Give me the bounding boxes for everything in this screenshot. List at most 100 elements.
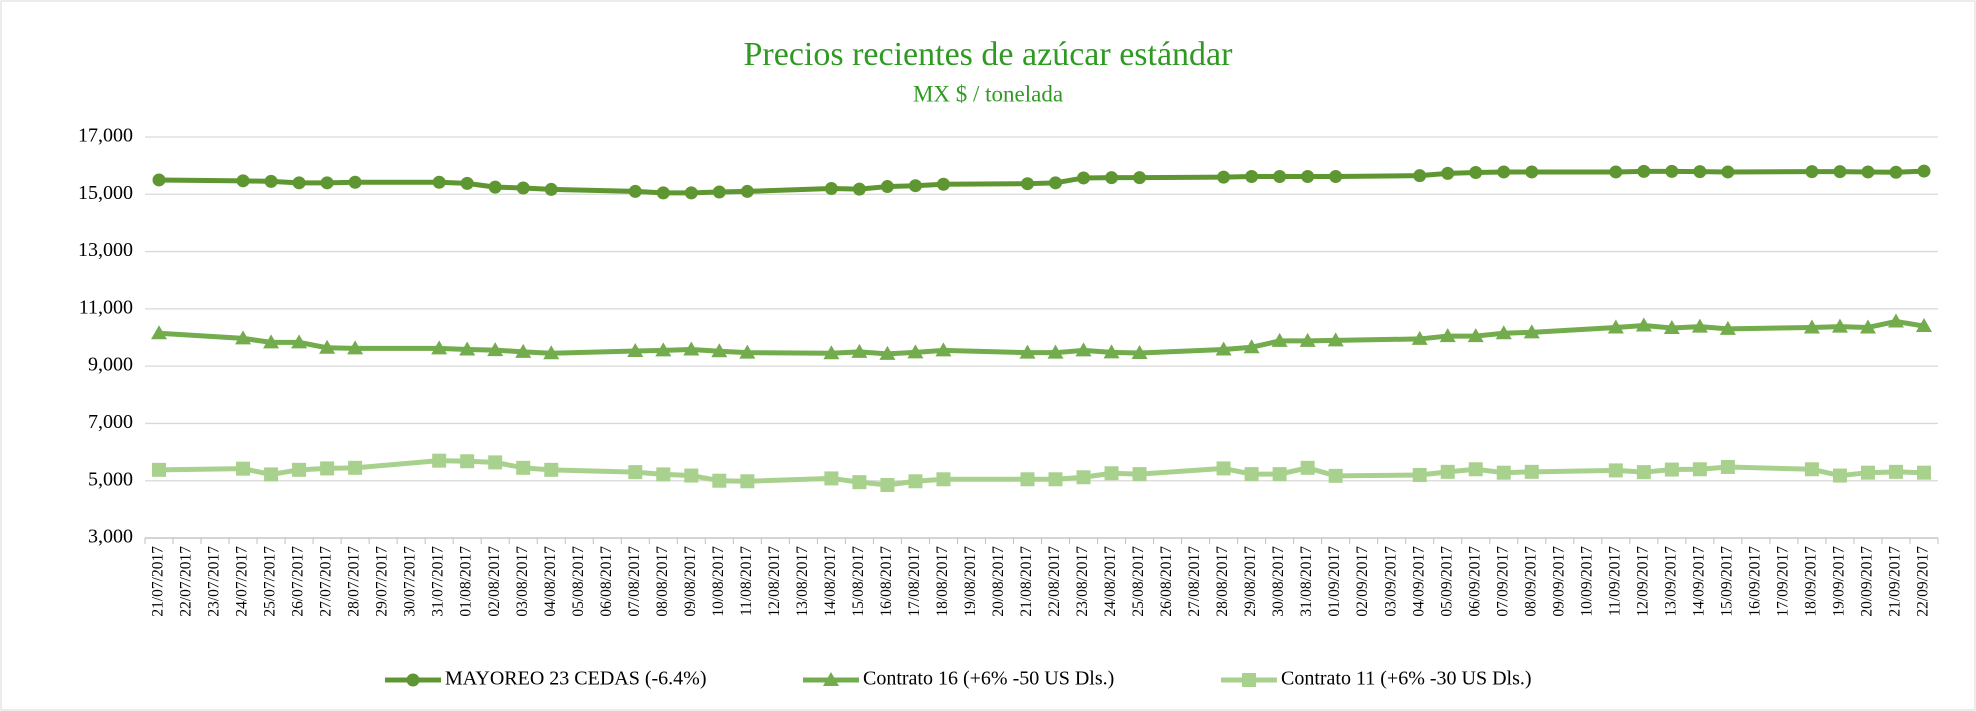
y-tick-label: 17,000 bbox=[78, 125, 133, 147]
marker bbox=[1243, 339, 1260, 354]
marker bbox=[1047, 344, 1064, 359]
marker bbox=[1861, 165, 1875, 179]
marker bbox=[684, 468, 699, 483]
marker bbox=[236, 174, 250, 188]
marker bbox=[406, 673, 420, 687]
marker bbox=[655, 342, 672, 357]
legend-item: Contrato 16 (+6% -50 US Dls.) bbox=[803, 668, 1114, 690]
marker bbox=[1273, 170, 1287, 184]
marker bbox=[544, 462, 559, 477]
series bbox=[152, 164, 1931, 200]
series bbox=[152, 453, 1931, 493]
x-tick-label: 22/08/2017 bbox=[1046, 546, 1063, 617]
marker bbox=[1663, 320, 1680, 335]
marker bbox=[319, 339, 336, 354]
x-tick-label: 20/08/2017 bbox=[990, 546, 1007, 617]
legend-label: Contrato 11 (+6% -30 US Dls.) bbox=[1281, 668, 1532, 690]
y-tick-label: 15,000 bbox=[78, 182, 133, 204]
marker bbox=[1859, 319, 1876, 334]
x-tick-label: 19/08/2017 bbox=[962, 546, 979, 617]
marker bbox=[627, 342, 644, 357]
x-tick-label: 08/09/2017 bbox=[1522, 546, 1539, 617]
marker bbox=[264, 467, 279, 482]
legend-label: MAYOREO 23 CEDAS (-6.4%) bbox=[445, 668, 706, 690]
x-tick-label: 21/07/2017 bbox=[150, 546, 167, 617]
marker bbox=[740, 474, 755, 489]
x-tick-label: 27/07/2017 bbox=[318, 546, 335, 617]
marker bbox=[543, 345, 560, 360]
marker bbox=[1327, 332, 1344, 347]
x-tick-label: 25/08/2017 bbox=[1130, 546, 1147, 617]
x-tick-label: 18/09/2017 bbox=[1802, 546, 1819, 617]
marker bbox=[1832, 468, 1847, 483]
x-tick-label: 16/09/2017 bbox=[1746, 546, 1763, 617]
legend-item: MAYOREO 23 CEDAS (-6.4%) bbox=[385, 668, 706, 690]
marker bbox=[1103, 344, 1120, 359]
marker bbox=[1133, 171, 1147, 185]
marker bbox=[824, 182, 838, 196]
x-tick-label: 04/08/2017 bbox=[542, 546, 559, 617]
x-tick-label: 24/07/2017 bbox=[234, 546, 251, 617]
marker bbox=[1720, 459, 1735, 474]
marker bbox=[711, 343, 728, 358]
marker bbox=[1020, 472, 1035, 487]
marker bbox=[1271, 332, 1288, 347]
marker bbox=[656, 186, 670, 200]
marker bbox=[348, 460, 363, 475]
x-tick-label: 11/08/2017 bbox=[738, 546, 755, 616]
marker bbox=[432, 453, 447, 468]
marker bbox=[1692, 462, 1707, 477]
marker bbox=[1105, 171, 1119, 185]
marker bbox=[320, 461, 335, 476]
marker bbox=[488, 180, 502, 194]
x-tick-label: 05/08/2017 bbox=[570, 546, 587, 617]
x-tick-label: 13/08/2017 bbox=[794, 546, 811, 617]
marker bbox=[152, 173, 166, 187]
marker bbox=[487, 342, 504, 357]
marker bbox=[1245, 170, 1259, 184]
y-tick-label: 13,000 bbox=[78, 239, 133, 261]
x-tick-label: 14/08/2017 bbox=[822, 546, 839, 617]
x-tick-label: 01/08/2017 bbox=[458, 546, 475, 617]
x-tick-label: 24/08/2017 bbox=[1102, 546, 1119, 617]
marker bbox=[1497, 165, 1511, 179]
x-tick-label: 08/08/2017 bbox=[654, 546, 671, 617]
series-line bbox=[158, 458, 1925, 488]
marker bbox=[516, 181, 530, 195]
x-tick-label: 03/09/2017 bbox=[1382, 546, 1399, 617]
x-tick-label: 07/08/2017 bbox=[626, 546, 643, 617]
marker bbox=[1803, 319, 1820, 334]
x-tick-label: 28/08/2017 bbox=[1214, 546, 1231, 617]
x-tick-label: 20/09/2017 bbox=[1859, 546, 1876, 617]
marker bbox=[1831, 318, 1848, 333]
marker bbox=[1244, 467, 1259, 482]
x-tick-label: 05/09/2017 bbox=[1438, 546, 1455, 617]
x-tick-label: 10/09/2017 bbox=[1578, 546, 1595, 617]
marker bbox=[1860, 465, 1875, 480]
x-tick-label: 04/09/2017 bbox=[1410, 546, 1427, 617]
marker bbox=[823, 345, 840, 360]
x-tick-label: 10/08/2017 bbox=[710, 546, 727, 617]
marker bbox=[879, 345, 896, 360]
x-tick-label: 18/08/2017 bbox=[934, 546, 951, 617]
x-tick-label: 21/09/2017 bbox=[1887, 546, 1904, 617]
marker bbox=[544, 182, 558, 196]
marker bbox=[740, 184, 754, 198]
marker bbox=[1887, 313, 1904, 328]
x-tick-label: 19/09/2017 bbox=[1831, 546, 1848, 617]
marker bbox=[628, 184, 642, 198]
marker bbox=[1693, 165, 1707, 179]
marker bbox=[739, 344, 756, 359]
x-tick-label: 09/08/2017 bbox=[682, 546, 699, 617]
marker bbox=[1301, 170, 1315, 184]
x-tick-label: 26/08/2017 bbox=[1158, 546, 1175, 617]
marker bbox=[1076, 470, 1091, 485]
marker bbox=[935, 342, 952, 357]
legend-label: Contrato 16 (+6% -50 US Dls.) bbox=[863, 668, 1114, 690]
marker bbox=[936, 472, 951, 487]
marker bbox=[152, 462, 167, 477]
y-tick-label: 3,000 bbox=[88, 526, 133, 548]
x-tick-label: 17/09/2017 bbox=[1774, 546, 1791, 617]
